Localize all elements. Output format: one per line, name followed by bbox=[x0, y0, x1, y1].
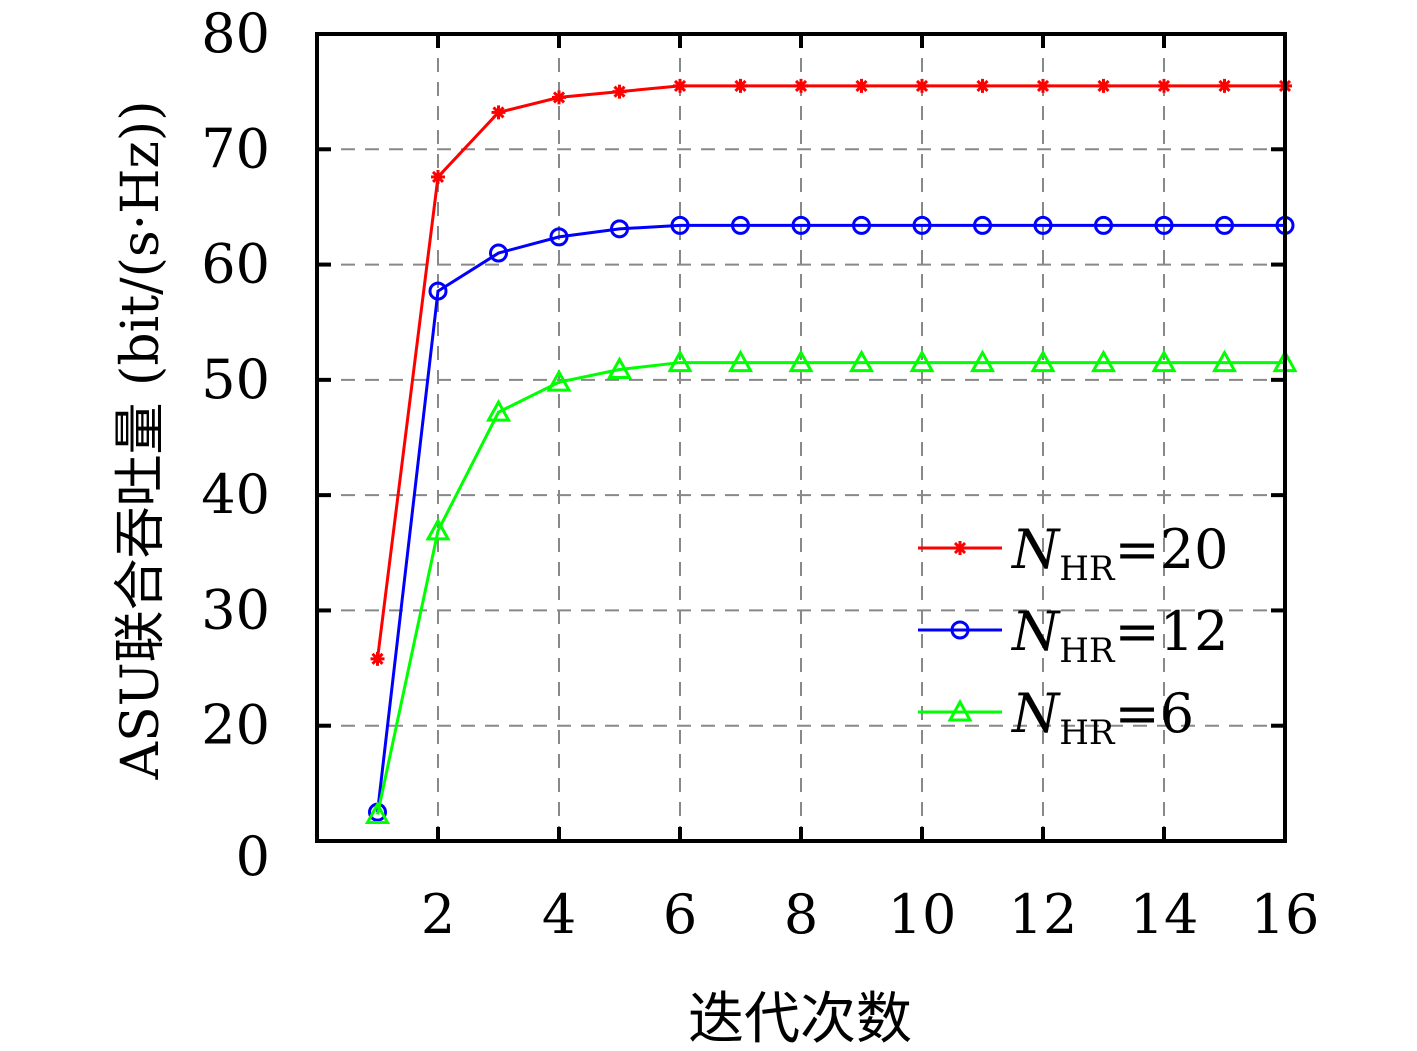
legend: NHR=20 NHR=12 NHR=6 bbox=[918, 518, 1228, 753]
triangle-marker bbox=[1030, 349, 1056, 373]
y-tick-label: 50 bbox=[201, 348, 270, 411]
circle-marker bbox=[852, 215, 871, 235]
asterisk-marker bbox=[733, 78, 748, 93]
triangle-marker bbox=[727, 349, 754, 373]
triangle-marker bbox=[947, 698, 973, 722]
triangle-marker bbox=[546, 369, 572, 392]
y-tick-label: 40 bbox=[201, 463, 270, 526]
ticks: 2 4 6 8 10 12 14 16 0 20 30 40 50 60 70 80 bbox=[201, 2, 1319, 946]
legend-entry: NHR=12 bbox=[918, 600, 1228, 671]
legend-label: NHR=12 bbox=[1010, 600, 1228, 671]
triangle-marker bbox=[1090, 349, 1117, 373]
triangle-marker bbox=[606, 356, 633, 379]
triangle-marker bbox=[364, 801, 391, 824]
circle-marker bbox=[1215, 215, 1234, 235]
asterisk-stroke bbox=[613, 85, 626, 98]
x-tick-label: 8 bbox=[784, 883, 818, 946]
asterisk-marker bbox=[953, 541, 967, 555]
asterisk-marker bbox=[1096, 78, 1111, 93]
asterisk-marker bbox=[854, 78, 869, 93]
triangle-marker bbox=[848, 349, 875, 373]
circle-marker bbox=[731, 215, 750, 235]
asterisk-marker bbox=[1036, 78, 1050, 93]
y-tick-label: 30 bbox=[201, 578, 270, 641]
circle-marker bbox=[489, 243, 508, 263]
asterisk-marker bbox=[431, 169, 445, 184]
asterisk-stroke bbox=[371, 652, 384, 665]
y-tick-label: 0 bbox=[236, 825, 270, 888]
triangle-marker bbox=[969, 349, 996, 373]
x-tick-label: 6 bbox=[663, 883, 697, 946]
x-tick-label: 14 bbox=[1130, 883, 1199, 946]
x-tick-label: 4 bbox=[542, 883, 576, 946]
circle-marker bbox=[973, 215, 992, 235]
y-tick-label: 70 bbox=[201, 117, 270, 180]
asterisk-stroke bbox=[855, 79, 868, 92]
y-tick-label: 20 bbox=[201, 694, 270, 757]
asterisk-marker bbox=[1157, 78, 1171, 93]
triangle-marker bbox=[425, 517, 451, 541]
asterisk-marker bbox=[370, 651, 385, 666]
asterisk-stroke bbox=[1097, 79, 1110, 92]
asterisk-stroke bbox=[953, 541, 967, 555]
asterisk-stroke bbox=[1218, 79, 1231, 92]
asterisk-marker bbox=[491, 105, 506, 120]
asterisk-stroke bbox=[1157, 79, 1171, 92]
x-tick-label: 10 bbox=[888, 883, 957, 946]
legend-entry: NHR=20 bbox=[918, 518, 1228, 589]
series-group bbox=[364, 78, 1298, 824]
legend-entry: NHR=6 bbox=[918, 682, 1194, 753]
x-tick-label: 12 bbox=[1009, 883, 1078, 946]
asterisk-marker bbox=[612, 84, 627, 99]
y-axis-label: ASU联合吞吐量 (bit/(s·Hz)) bbox=[111, 101, 171, 781]
x-tick-label: 2 bbox=[421, 883, 455, 946]
circle-marker bbox=[549, 227, 569, 247]
circle-marker bbox=[1094, 215, 1113, 235]
circle-marker bbox=[1033, 215, 1053, 235]
series-triangle bbox=[364, 349, 1298, 824]
asterisk-stroke bbox=[552, 91, 566, 104]
circle-marker bbox=[912, 215, 932, 235]
circle-marker bbox=[428, 281, 448, 301]
triangle-marker bbox=[1151, 349, 1177, 373]
x-axis-label: 迭代次数 bbox=[688, 987, 912, 1051]
asterisk-stroke bbox=[492, 106, 505, 119]
asterisk-marker bbox=[794, 78, 808, 93]
asterisk-stroke bbox=[794, 79, 808, 92]
asterisk-stroke bbox=[915, 79, 929, 92]
triangle-marker bbox=[1211, 349, 1238, 373]
asterisk-stroke bbox=[673, 79, 687, 92]
circle-marker bbox=[610, 219, 629, 239]
triangle-marker bbox=[667, 349, 693, 373]
series-line bbox=[376, 361, 1285, 815]
series-line bbox=[376, 84, 1285, 660]
circle-marker bbox=[791, 215, 811, 235]
series-line bbox=[376, 223, 1285, 813]
asterisk-stroke bbox=[431, 170, 445, 184]
legend-label: NHR=20 bbox=[1010, 518, 1228, 589]
asterisk-stroke bbox=[734, 79, 747, 92]
asterisk-marker bbox=[975, 78, 990, 93]
legend-label: NHR=6 bbox=[1010, 682, 1194, 753]
triangle-marker bbox=[909, 349, 935, 373]
x-tick-label: 16 bbox=[1251, 883, 1320, 946]
circle-marker bbox=[670, 215, 690, 235]
circle-marker bbox=[950, 620, 970, 640]
asterisk-stroke bbox=[1036, 79, 1050, 92]
asterisk-marker bbox=[915, 78, 929, 93]
triangle-marker bbox=[788, 349, 814, 373]
y-tick-label: 60 bbox=[201, 233, 270, 296]
y-tick-label: 80 bbox=[201, 2, 270, 65]
circle-marker bbox=[1154, 215, 1174, 235]
triangle-marker bbox=[485, 399, 512, 422]
asterisk-marker bbox=[1217, 78, 1232, 93]
asterisk-marker bbox=[552, 90, 566, 105]
asterisk-marker bbox=[673, 78, 687, 93]
asterisk-stroke bbox=[976, 79, 989, 92]
series-asterisk bbox=[370, 78, 1292, 666]
